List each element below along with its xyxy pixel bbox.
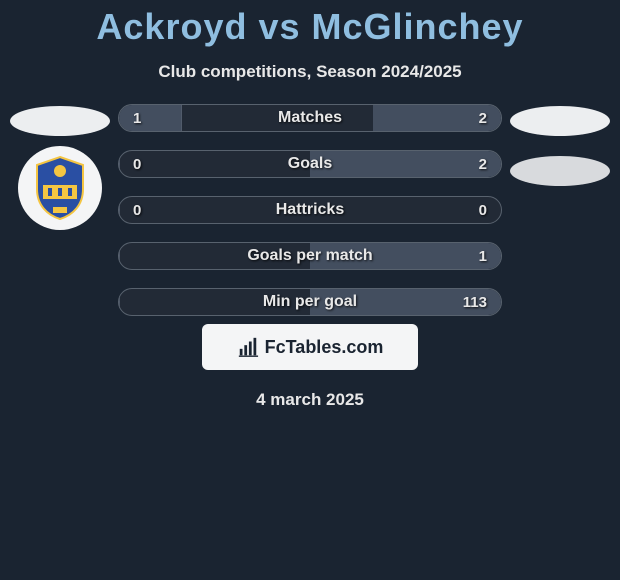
comparison-layout: Matches12Goals02Hattricks00Goals per mat… xyxy=(0,104,620,316)
stat-label: Hattricks xyxy=(119,197,501,223)
stat-value-right: 2 xyxy=(479,105,487,131)
right-side-column xyxy=(506,104,614,316)
brand-text: FcTables.com xyxy=(265,337,384,358)
brand-badge[interactable]: FcTables.com xyxy=(202,324,418,370)
stat-row: Goals per match1 xyxy=(118,242,502,270)
date-label: 4 march 2025 xyxy=(0,390,620,410)
stat-row: Min per goal113 xyxy=(118,288,502,316)
stat-value-right: 0 xyxy=(479,197,487,223)
club-crest-left xyxy=(18,146,102,230)
stat-label: Goals xyxy=(119,151,501,177)
stat-row: Goals0 2 xyxy=(118,150,502,178)
stat-value-right: 2 xyxy=(479,151,487,177)
stat-value-left: 0 xyxy=(133,197,141,223)
player-right-ellipse xyxy=(510,106,610,136)
stat-value-right: 113 xyxy=(463,289,487,315)
club-right-ellipse xyxy=(510,156,610,186)
stat-label: Goals per match xyxy=(119,243,501,269)
stat-value-right: 1 xyxy=(479,243,487,269)
player-left-ellipse xyxy=(10,106,110,136)
stat-value-left: 0 xyxy=(133,151,141,177)
stat-label: Matches xyxy=(119,105,501,131)
stat-value-left: 1 xyxy=(133,105,141,131)
stat-row: Hattricks0 0 xyxy=(118,196,502,224)
page-title: Ackroyd vs McGlinchey xyxy=(0,0,620,48)
stats-container: Matches12Goals02Hattricks00Goals per mat… xyxy=(114,104,506,316)
stat-row: Matches1 2 xyxy=(118,104,502,132)
left-side-column xyxy=(6,104,114,316)
stat-label: Min per goal xyxy=(119,289,501,315)
bar-chart-icon xyxy=(237,336,259,358)
subtitle: Club competitions, Season 2024/2025 xyxy=(0,62,620,82)
shield-icon xyxy=(33,155,87,221)
